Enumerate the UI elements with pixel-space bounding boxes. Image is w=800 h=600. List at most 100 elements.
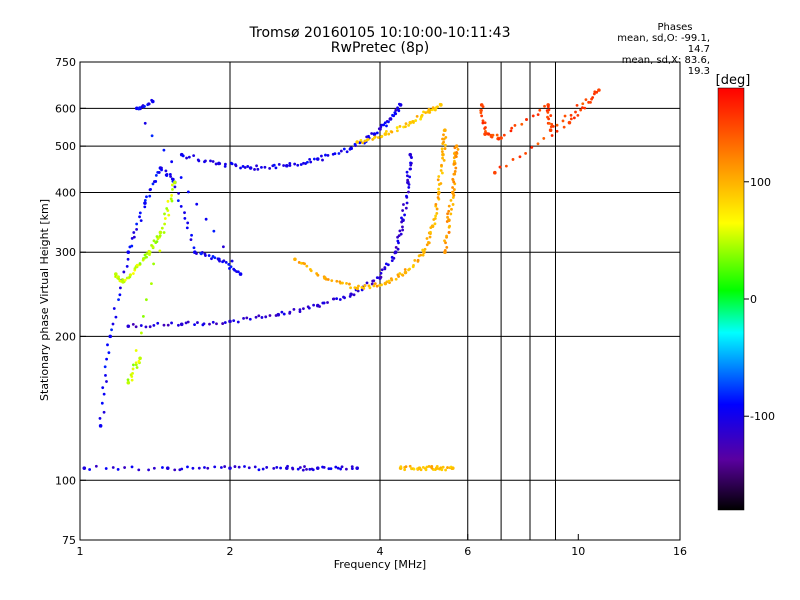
data-point (197, 466, 201, 470)
data-point (223, 165, 227, 168)
data-point (209, 159, 212, 163)
data-point (308, 467, 312, 471)
data-point (315, 157, 320, 161)
data-point (436, 196, 440, 199)
data-point (307, 306, 311, 310)
data-point (452, 152, 456, 156)
data-point (158, 230, 163, 235)
data-point (170, 160, 174, 164)
data-point (425, 237, 429, 240)
data-point (161, 466, 164, 469)
data-point (238, 272, 243, 276)
data-point (355, 140, 359, 144)
data-point (144, 298, 148, 302)
data-point (165, 174, 169, 178)
data-point (441, 152, 445, 157)
data-point (451, 186, 454, 189)
data-point (214, 162, 218, 166)
data-point (495, 133, 499, 137)
data-point (167, 213, 171, 217)
data-point (391, 113, 394, 117)
data-point (221, 322, 225, 325)
data-point (296, 163, 300, 167)
data-point (481, 119, 485, 123)
data-point (138, 356, 142, 361)
data-point (429, 230, 432, 234)
data-point (243, 465, 246, 468)
data-point (312, 157, 316, 161)
data-point (139, 324, 143, 327)
data-point (408, 267, 411, 271)
data-point (487, 132, 491, 136)
data-point (454, 144, 459, 148)
data-point (398, 103, 403, 107)
data-point (355, 466, 359, 470)
data-point (339, 149, 343, 153)
data-point (170, 321, 173, 325)
data-point (199, 252, 203, 256)
data-point (236, 320, 240, 324)
data-point (453, 170, 457, 173)
data-point (143, 256, 146, 260)
data-point (126, 380, 131, 385)
data-point (370, 132, 374, 135)
data-point (574, 110, 577, 114)
data-point (362, 286, 366, 290)
data-point (450, 207, 453, 211)
y-tick-label: 100 (55, 474, 76, 487)
data-point (375, 131, 379, 135)
y-tick-label: 750 (55, 56, 76, 69)
data-point (425, 465, 429, 469)
data-point (164, 169, 168, 173)
data-point (163, 217, 167, 220)
data-point (443, 249, 447, 252)
y-tick-label: 300 (55, 246, 76, 259)
y-tick-label: 200 (55, 330, 76, 343)
data-point (479, 111, 483, 115)
data-point (100, 401, 104, 405)
x-tick-label: 4 (377, 545, 384, 558)
data-point (135, 222, 139, 226)
data-point (132, 363, 135, 367)
data-point (186, 190, 190, 194)
data-point (130, 244, 134, 248)
data-point (437, 190, 441, 195)
data-point (493, 170, 497, 175)
data-point (590, 97, 593, 101)
data-point (383, 132, 388, 136)
data-point (394, 108, 398, 112)
data-point (236, 270, 240, 274)
data-point (431, 106, 435, 110)
data-point (581, 106, 584, 110)
data-point (170, 183, 174, 187)
data-point (122, 270, 126, 274)
data-point (567, 120, 572, 125)
data-point (430, 466, 434, 470)
data-point (137, 468, 141, 472)
data-point (219, 466, 223, 469)
data-point (237, 465, 241, 469)
data-point (263, 165, 267, 169)
colorbar-tick-label: 0 (750, 293, 757, 306)
data-point (131, 322, 135, 326)
data-point (384, 130, 388, 133)
data-point (245, 316, 249, 320)
data-point (143, 205, 147, 209)
data-point (147, 102, 151, 106)
data-point (135, 227, 139, 231)
data-point (379, 271, 383, 275)
data-point (562, 125, 566, 129)
data-point (130, 236, 134, 240)
data-point (520, 122, 524, 126)
data-point (408, 152, 413, 157)
data-point (550, 134, 554, 137)
phase-line-x: mean, sd,X: 83.6, 19.3 (621, 55, 710, 77)
data-point (408, 120, 413, 125)
data-point (396, 106, 399, 110)
x-tick-label: 16 (673, 545, 687, 558)
data-point (434, 214, 438, 218)
data-point (117, 277, 121, 281)
data-point (162, 148, 166, 152)
data-point (158, 249, 162, 253)
data-point (248, 166, 253, 170)
